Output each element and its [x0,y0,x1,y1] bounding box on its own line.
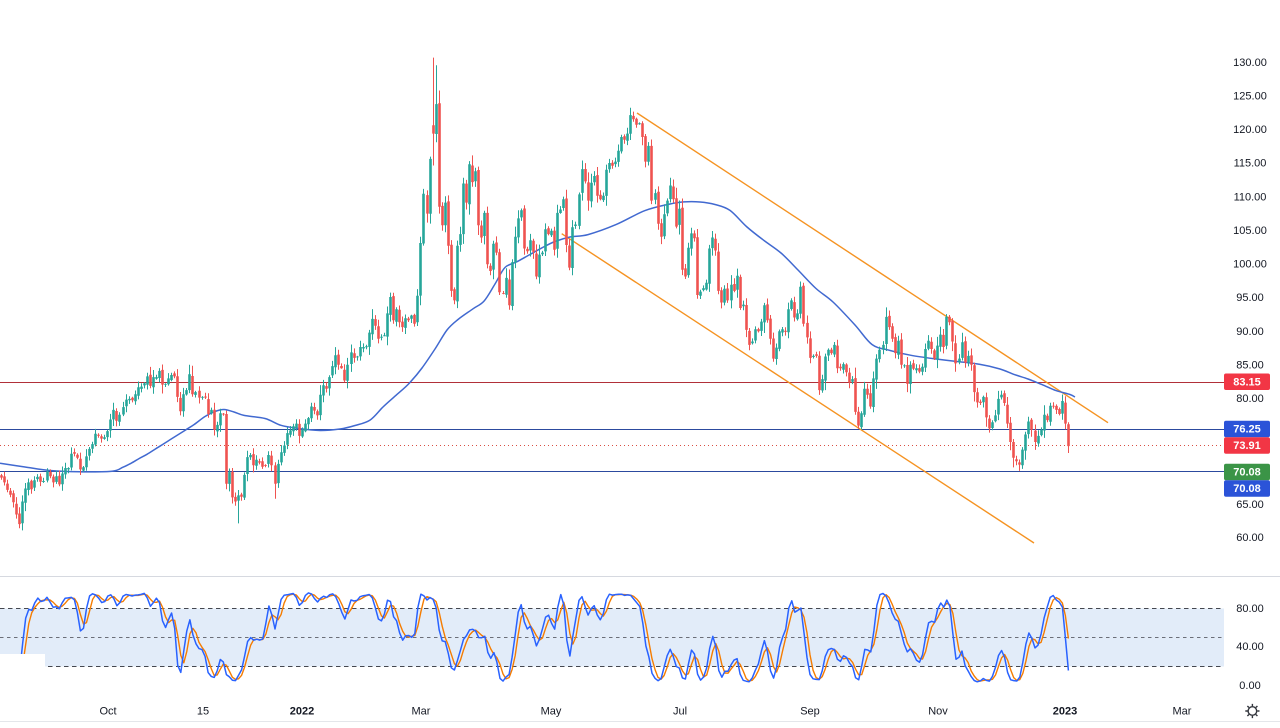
svg-text:2023: 2023 [1053,706,1077,718]
svg-text:0.00: 0.00 [1239,680,1260,692]
svg-text:65.00: 65.00 [1236,499,1264,511]
svg-text:Sep: Sep [800,706,820,718]
svg-text:130.00: 130.00 [1233,57,1267,69]
svg-text:76.25: 76.25 [1233,424,1261,436]
svg-text:90.00: 90.00 [1236,326,1264,338]
svg-text:110.00: 110.00 [1234,191,1267,203]
svg-text:100.00: 100.00 [1233,259,1267,271]
svg-text:120.00: 120.00 [1233,124,1267,136]
svg-text:May: May [541,706,562,718]
svg-text:115.00: 115.00 [1234,158,1267,170]
svg-text:95.00: 95.00 [1236,292,1264,304]
svg-text:83.15: 83.15 [1233,377,1261,389]
svg-text:70.08: 70.08 [1233,467,1261,479]
svg-text:125.00: 125.00 [1233,90,1267,102]
svg-text:80.00: 80.00 [1236,393,1264,405]
svg-text:105.00: 105.00 [1233,225,1267,237]
svg-text:Mar: Mar [1173,706,1192,718]
svg-text:15: 15 [197,706,209,718]
svg-text:73.91: 73.91 [1233,440,1261,452]
svg-text:Jul: Jul [673,706,687,718]
svg-text:Oct: Oct [99,706,116,718]
svg-text:70.08: 70.08 [1233,483,1261,495]
svg-text:80.00: 80.00 [1236,603,1264,615]
svg-text:Nov: Nov [928,706,948,718]
svg-text:60.00: 60.00 [1236,532,1264,544]
svg-text:2022: 2022 [290,706,314,718]
svg-text:40.00: 40.00 [1236,641,1264,653]
svg-text:85.00: 85.00 [1236,359,1264,371]
svg-text:Mar: Mar [412,706,431,718]
